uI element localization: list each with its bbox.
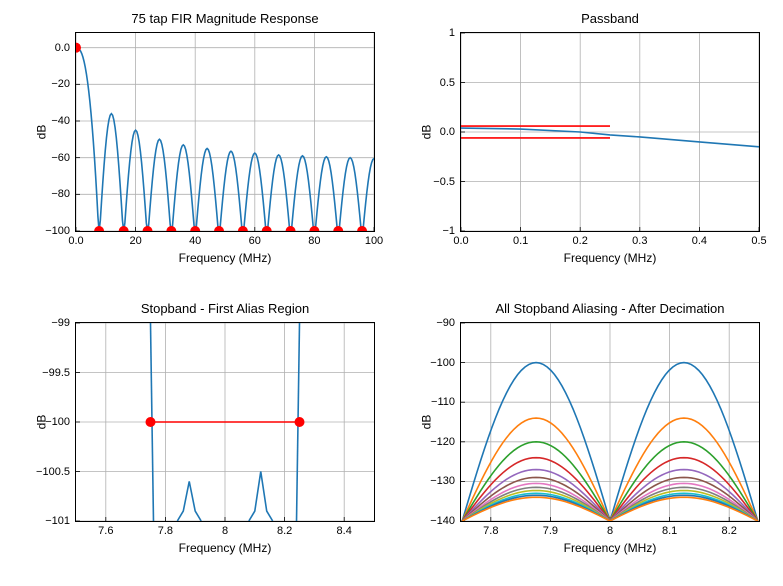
x-axis-label: Frequency (MHz) — [461, 541, 759, 555]
y-tick-label: −130 — [430, 475, 461, 487]
panel-title: Stopband - First Alias Region — [76, 301, 374, 316]
y-tick-label: −99 — [51, 317, 76, 329]
x-tick-label: 8 — [222, 521, 228, 537]
x-tick-label: 0.2 — [573, 231, 588, 247]
panel-br: All Stopband Aliasing - After Decimation… — [460, 322, 760, 522]
x-tick-label: 0.5 — [751, 231, 766, 247]
y-tick-label: 1 — [449, 27, 461, 39]
y-tick-label: −100.5 — [36, 466, 76, 478]
y-tick-label: −99.5 — [42, 367, 76, 379]
x-axis-label: Frequency (MHz) — [76, 541, 374, 555]
y-tick-label: −100 — [45, 416, 76, 428]
marker — [214, 226, 224, 231]
y-tick-label: −20 — [51, 78, 76, 90]
x-axis-label: Frequency (MHz) — [76, 251, 374, 265]
marker — [146, 417, 156, 427]
y-tick-label: −0.5 — [433, 176, 461, 188]
marker — [262, 226, 272, 231]
x-axis-label: Frequency (MHz) — [461, 251, 759, 265]
x-tick-label: 7.9 — [543, 521, 558, 537]
y-tick-label: 0.0 — [440, 126, 461, 138]
y-tick-label: −90 — [436, 317, 461, 329]
y-tick-label: −140 — [430, 515, 461, 527]
plot-area — [461, 323, 759, 521]
x-tick-label: 7.8 — [158, 521, 173, 537]
x-tick-label: 8.2 — [722, 521, 737, 537]
plot-area — [76, 323, 374, 521]
x-tick-label: 0.4 — [692, 231, 707, 247]
marker — [119, 226, 129, 231]
panel-title: Passband — [461, 11, 759, 26]
panel-title: All Stopband Aliasing - After Decimation — [461, 301, 759, 316]
y-axis-label: dB — [419, 415, 433, 430]
x-tick-label: 20 — [129, 231, 141, 247]
x-tick-label: 40 — [189, 231, 201, 247]
marker — [238, 226, 248, 231]
x-tick-label: 7.6 — [98, 521, 113, 537]
x-tick-label: 60 — [249, 231, 261, 247]
x-tick-label: 8.2 — [277, 521, 292, 537]
panel-tl: 75 tap FIR Magnitude ResponsedBFrequency… — [75, 32, 375, 232]
y-tick-label: −110 — [431, 396, 461, 408]
plot-area — [76, 33, 374, 231]
panel-title: 75 tap FIR Magnitude Response — [76, 11, 374, 26]
x-tick-label: 0.0 — [453, 231, 468, 247]
y-axis-label: dB — [34, 125, 48, 140]
marker — [295, 417, 305, 427]
x-tick-label: 80 — [308, 231, 320, 247]
panel-bl: Stopband - First Alias RegiondBFrequency… — [75, 322, 375, 522]
y-tick-label: −40 — [51, 115, 76, 127]
y-tick-label: −60 — [51, 152, 76, 164]
curve — [177, 481, 201, 521]
y-tick-label: −101 — [45, 515, 76, 527]
figure: 75 tap FIR Magnitude Response dB Frequency… — [0, 0, 783, 586]
y-tick-label: 0.0 — [55, 42, 76, 54]
x-tick-label: 8 — [607, 521, 613, 537]
x-tick-label: 8.4 — [337, 521, 352, 537]
curve — [249, 472, 273, 522]
y-tick-label: −120 — [430, 436, 461, 448]
marker — [166, 226, 176, 231]
x-tick-label: 0.3 — [632, 231, 647, 247]
x-tick-label: 100 — [365, 231, 383, 247]
y-tick-label: −80 — [51, 188, 76, 200]
marker — [286, 226, 296, 231]
marker — [333, 226, 343, 231]
y-axis-label: dB — [419, 125, 433, 140]
y-tick-label: −100 — [430, 357, 461, 369]
panel-tr: PassbanddBFrequency (MHz)−1−0.50.00.510.… — [460, 32, 760, 232]
y-tick-label: 0.5 — [440, 77, 461, 89]
plot-area — [461, 33, 759, 231]
marker — [94, 226, 104, 231]
x-tick-label: 0.1 — [513, 231, 528, 247]
x-tick-label: 7.8 — [483, 521, 498, 537]
curve — [76, 48, 374, 231]
marker — [143, 226, 153, 231]
x-tick-label: 0.0 — [68, 231, 83, 247]
x-tick-label: 8.1 — [662, 521, 677, 537]
